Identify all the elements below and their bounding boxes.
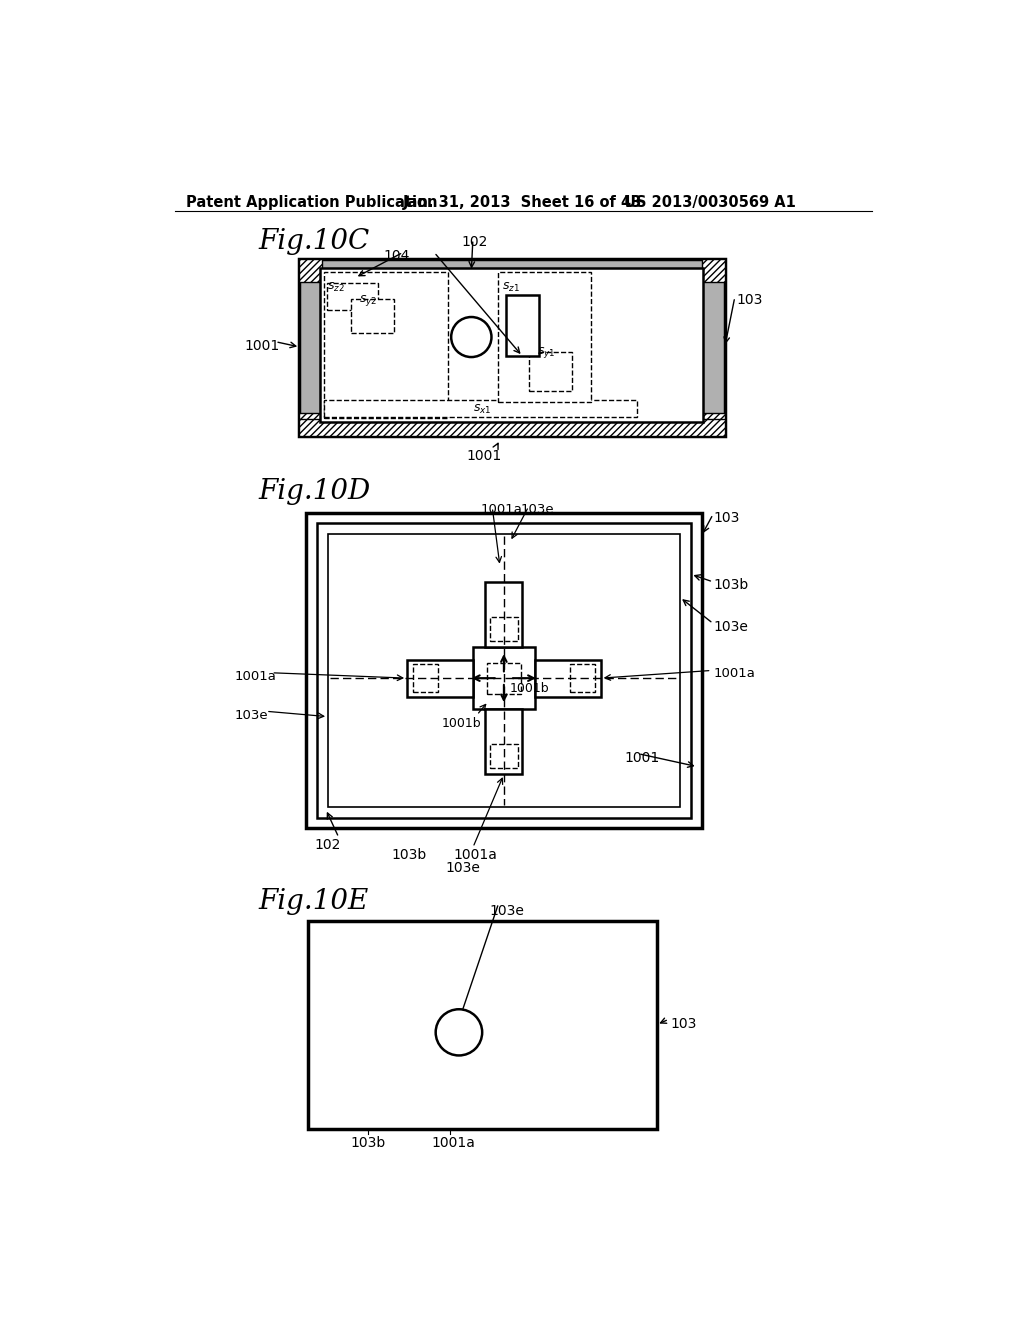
Bar (351, 298, 394, 333)
Bar (485, 582, 522, 647)
Bar (299, 413, 322, 436)
Text: 1001b: 1001b (442, 717, 481, 730)
Bar (473, 647, 535, 709)
Bar (499, 272, 592, 403)
Text: 1001a: 1001a (234, 671, 276, 684)
Bar (306, 512, 701, 829)
Bar (701, 259, 725, 281)
Bar (299, 259, 725, 436)
Bar (506, 294, 539, 356)
Bar (321, 268, 703, 422)
Text: 103: 103 (671, 1016, 697, 1031)
Bar (485, 709, 522, 775)
Bar (486, 663, 521, 693)
Bar (317, 524, 690, 817)
Text: 103b: 103b (350, 1137, 386, 1150)
Text: 1001a: 1001a (480, 503, 522, 516)
Bar (489, 743, 518, 768)
Text: 103b: 103b (713, 578, 749, 593)
Text: 104: 104 (384, 249, 411, 263)
Text: $s_{z1}$: $s_{z1}$ (502, 281, 519, 294)
Text: 1001a: 1001a (713, 667, 755, 680)
Bar (299, 259, 322, 281)
Text: 103b: 103b (391, 847, 427, 862)
Text: Fig.10E: Fig.10E (258, 888, 369, 915)
Text: 103e: 103e (445, 861, 480, 875)
Text: Jan. 31, 2013  Sheet 16 of 43: Jan. 31, 2013 Sheet 16 of 43 (403, 195, 642, 210)
Bar (324, 272, 449, 418)
Text: Fig.10D: Fig.10D (258, 478, 371, 506)
Text: 1001: 1001 (245, 339, 280, 354)
Text: US 2013/0030569 A1: US 2013/0030569 A1 (624, 195, 796, 210)
Text: 1001a: 1001a (431, 1137, 475, 1150)
Bar (324, 400, 637, 417)
Bar (407, 660, 473, 697)
Bar (308, 921, 656, 1129)
Bar (535, 660, 601, 697)
Text: 103e: 103e (713, 620, 748, 635)
Text: 1001: 1001 (467, 449, 502, 463)
Text: Fig.10C: Fig.10C (258, 227, 370, 255)
Text: 103e: 103e (521, 503, 555, 516)
Text: $s_{z2}$: $s_{z2}$ (328, 281, 345, 294)
Bar (328, 284, 378, 310)
Text: 103e: 103e (489, 904, 524, 917)
Bar (328, 535, 680, 807)
Text: 103: 103 (713, 511, 739, 525)
Text: 102: 102 (461, 235, 487, 249)
Text: 103: 103 (736, 293, 763, 308)
Text: Patent Application Publication: Patent Application Publication (186, 195, 437, 210)
Text: 1001a: 1001a (454, 847, 498, 862)
Text: 103e: 103e (234, 709, 268, 722)
Text: $s_{x1}$: $s_{x1}$ (473, 404, 492, 416)
Bar (299, 418, 725, 436)
Text: $s_{y1}$: $s_{y1}$ (538, 345, 556, 360)
Bar (701, 413, 725, 436)
Text: 1001: 1001 (624, 751, 659, 766)
Text: $s_{y2}$: $s_{y2}$ (359, 293, 377, 308)
Bar (529, 352, 572, 391)
Text: 102: 102 (314, 838, 340, 851)
Bar (569, 664, 595, 692)
Text: 1001b: 1001b (510, 682, 550, 696)
Bar (489, 616, 518, 642)
Bar (414, 664, 438, 692)
